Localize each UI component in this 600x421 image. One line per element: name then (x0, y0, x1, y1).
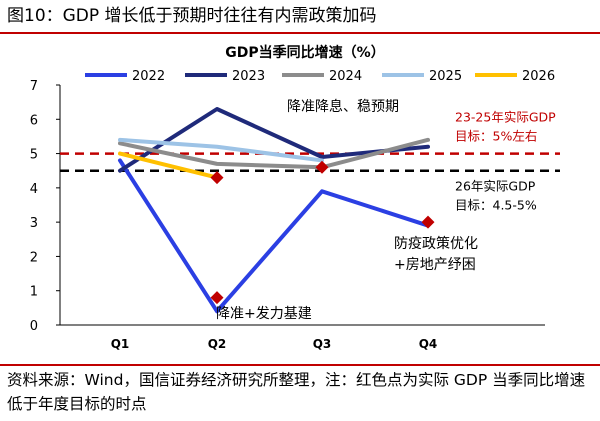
reference-label: 目标：5%左右 (455, 129, 537, 144)
series-line-2024 (118, 137, 430, 170)
highlight-markers (210, 160, 435, 305)
highlight-marker (210, 171, 224, 185)
reference-label: 23-25年实际GDP (455, 110, 556, 125)
legend-label: 2025 (429, 69, 462, 84)
reference-label: 26年实际GDP (455, 179, 536, 194)
y-tick-label: 1 (30, 285, 38, 300)
x-tick-label: Q4 (419, 337, 438, 351)
y-tick-label: 6 (30, 113, 38, 128)
series-line-2022 (118, 158, 430, 314)
x-tick-label: Q1 (111, 337, 130, 351)
y-tick-label: 0 (30, 319, 38, 334)
y-tick-label: 3 (30, 216, 38, 231)
highlight-marker (210, 291, 224, 305)
chart-title: GDP当季同比增速（%） (225, 44, 384, 61)
bottom-rule (0, 364, 600, 366)
legend-label: 2026 (522, 69, 555, 84)
annotation-text: +房地产纾困 (394, 257, 476, 273)
series-line-2025 (118, 137, 324, 163)
legend-label: 2023 (232, 69, 265, 84)
reference-label: 目标：4.5-5% (455, 198, 537, 213)
source-note: 资料来源：Wind，国信证券经济研究所整理，注：红色点为实际 GDP 当季同比增… (7, 371, 586, 413)
top-rule (0, 32, 600, 34)
annotation-text: 防疫政策优化 (394, 235, 478, 252)
series-lines (118, 107, 430, 314)
series-line-2023 (118, 107, 430, 173)
annotation-text: 降准+发力基建 (216, 305, 312, 322)
y-tick-label: 7 (30, 79, 38, 94)
y-tick-label: 4 (30, 182, 38, 197)
y-tick-label: 5 (30, 148, 38, 163)
legend-label: 2022 (132, 69, 165, 84)
series-line-2026 (118, 151, 219, 180)
y-tick-label: 2 (30, 250, 38, 265)
x-tick-label: Q3 (313, 337, 332, 351)
figure-title: 图10：GDP 增长低于预期时往往有内需政策加码 (7, 6, 377, 26)
y-axis: 0 1 2 3 4 5 6 7 (30, 79, 61, 334)
x-axis: Q1 Q2 Q3 Q4 (60, 324, 545, 351)
legend: 2022 2023 2024 2025 2026 (85, 69, 555, 84)
x-tick-label: Q2 (208, 337, 227, 351)
highlight-marker (421, 215, 435, 229)
legend-label: 2024 (329, 69, 362, 84)
highlight-marker (315, 160, 329, 174)
gdp-line-chart: GDP当季同比增速（%） 2022 2023 2024 2025 2026 0 1 2 3 4 5… (30, 44, 560, 351)
annotation-text: 降准降息、稳预期 (287, 98, 399, 115)
